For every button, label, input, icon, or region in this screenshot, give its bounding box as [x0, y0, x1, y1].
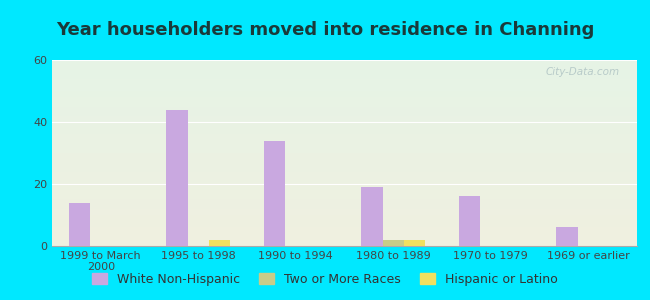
Legend: White Non-Hispanic, Two or More Races, Hispanic or Latino: White Non-Hispanic, Two or More Races, H…: [88, 268, 562, 291]
Text: Year householders moved into residence in Channing: Year householders moved into residence i…: [56, 21, 594, 39]
Bar: [166, 110, 187, 246]
Bar: [404, 240, 426, 246]
Bar: [361, 187, 382, 246]
Bar: [556, 227, 577, 246]
Bar: [264, 141, 285, 246]
Bar: [382, 240, 404, 246]
Bar: [209, 240, 230, 246]
Bar: [68, 202, 90, 246]
Text: City-Data.com: City-Data.com: [545, 68, 619, 77]
Bar: [459, 196, 480, 246]
